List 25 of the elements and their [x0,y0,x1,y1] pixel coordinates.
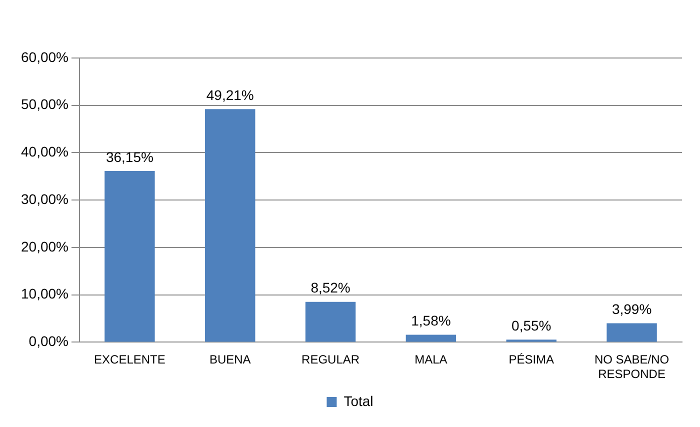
x-tick-label: REGULAR [302,352,360,367]
x-tick-label: EXCELENTE [94,352,166,367]
y-tick-label: 10,00% [21,286,68,302]
bar [606,323,657,342]
y-tick-label: 40,00% [21,144,68,160]
y-tick-label: 0,00% [28,333,68,350]
data-label: 0,55% [512,317,552,334]
x-tick-label: MALA [414,352,448,367]
x-tick-label: PÉSIMA [508,352,554,367]
bar [205,109,256,342]
y-tick-label: 30,00% [21,190,68,207]
x-tick-label: NO SABE/NO RESPONDE [594,352,670,382]
y-tick-label: 20,00% [21,238,68,254]
y-tick-label: 60,00% [21,48,68,65]
y-tick-label: 50,00% [21,96,68,112]
data-label: 49,21% [206,86,254,103]
data-label: 3,99% [612,301,652,318]
x-tick-label: BUENA [209,352,251,367]
bar [406,334,456,342]
data-label: 1,58% [411,312,451,329]
data-label: 36,15% [106,148,154,165]
data-label: 8,52% [310,280,350,296]
bar [305,302,356,342]
legend-label: Total [344,392,374,409]
bar [104,170,155,342]
